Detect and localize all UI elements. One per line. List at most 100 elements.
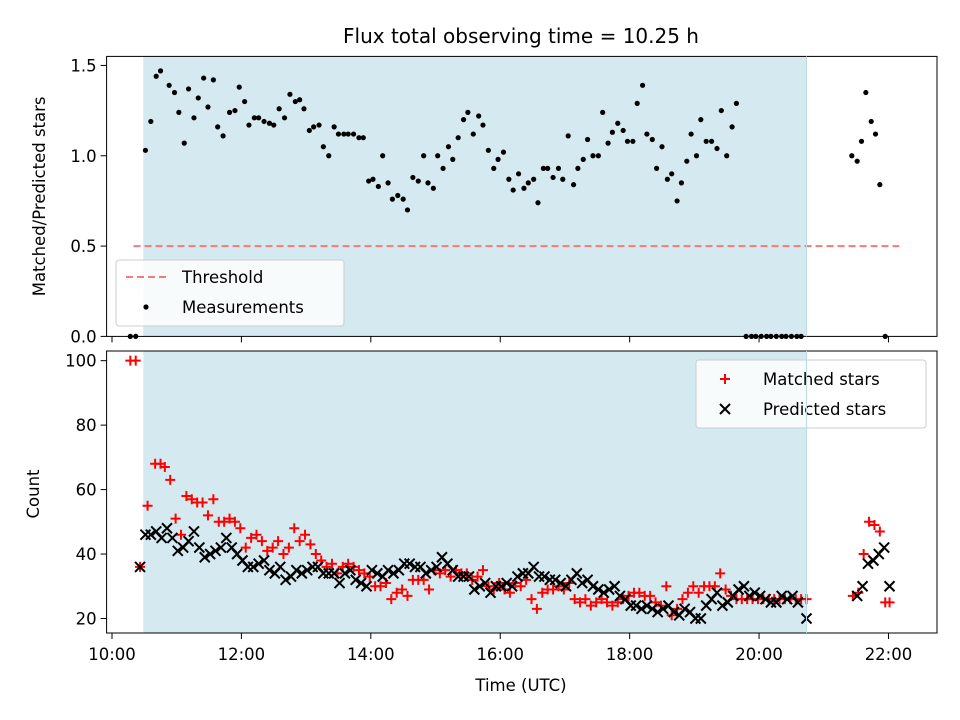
matched-star-point (858, 549, 869, 560)
predicted-star-point (333, 577, 346, 589)
xtick-label: 22:00 (865, 645, 913, 664)
measurement-point (256, 115, 262, 121)
measurement-point (455, 135, 461, 141)
measurement-point (849, 153, 855, 159)
matched-star-point (283, 542, 294, 553)
legend-label-threshold: Threshold (181, 268, 263, 287)
matched-star-point (531, 603, 542, 614)
matched-star-point (391, 587, 402, 598)
measurement-point (669, 171, 675, 177)
measurement-point (292, 98, 298, 105)
matched-star-point (208, 494, 219, 505)
predicted-star-point (657, 603, 669, 615)
matched-star-point (262, 545, 273, 556)
predicted-star-point (711, 587, 723, 599)
predicted-star-point (576, 577, 588, 589)
measurement-point (191, 115, 197, 121)
measurement-point (500, 149, 507, 155)
measurement-point (688, 131, 694, 137)
matched-star-point (273, 536, 284, 547)
measurement-point (176, 109, 182, 115)
measurement-point (659, 144, 665, 150)
bottom-panel: 20 40 60 80 100 10:00 12:00 14:00 16:00 18:00 20:0… (24, 350, 938, 695)
measurement-point (703, 138, 709, 144)
measurement-point (450, 156, 456, 162)
predicted-star-point (759, 593, 772, 605)
predicted-star-point (738, 580, 750, 592)
matched-star-point (537, 587, 548, 598)
measurement-point (863, 89, 869, 96)
predicted-star-point (155, 532, 168, 544)
measurement-point (320, 144, 326, 150)
measurement-point (868, 118, 874, 125)
measurement-point (858, 138, 865, 144)
predicted-star-point (668, 606, 680, 618)
xtick-label: 12:00 (218, 645, 266, 664)
measurement-point (654, 165, 660, 171)
predicted-star-point (749, 587, 761, 599)
predicted-star-point (603, 583, 615, 596)
matched-star-point (256, 536, 267, 547)
predicted-star-point (754, 590, 766, 602)
top-ytick-label: 1.0 (70, 147, 96, 166)
measurement-point (698, 117, 704, 123)
predicted-star-point (468, 583, 481, 596)
measurement-point (276, 106, 282, 112)
measurement-point (854, 158, 860, 164)
matched-star-point (176, 529, 187, 540)
top-ytick-label: 0.5 (70, 237, 96, 256)
measurement-point (366, 178, 372, 184)
top-panel: 0.0 0.5 1.0 1.5 Matched/Predicted stars Thr… (30, 55, 938, 346)
measurement-point (226, 109, 233, 115)
measurement-point (510, 187, 516, 193)
measurement-point (350, 131, 357, 137)
measurement-point (630, 138, 636, 144)
matched-star-point (682, 587, 693, 598)
predicted-star-point (350, 574, 362, 586)
predicted-star-point (263, 564, 276, 576)
matched-star-point (884, 597, 895, 608)
matched-star-point (181, 491, 192, 502)
xtick-label: 18:00 (606, 645, 654, 664)
matched-star-point (305, 539, 316, 550)
predicted-star-point (258, 554, 270, 567)
measurement-point (395, 192, 401, 199)
predicted-star-point (635, 603, 648, 615)
matched-star-point (130, 355, 141, 366)
matched-star-point (229, 516, 240, 527)
matched-star-point (585, 600, 596, 611)
top-ytick-label: 0.0 (70, 327, 96, 346)
measurement-point (693, 153, 700, 159)
matched-star-point (235, 523, 246, 534)
predicted-star-point (199, 551, 211, 563)
bottom-panel-frame (106, 350, 938, 634)
matched-star-point (197, 497, 208, 508)
matched-star-point (575, 597, 586, 608)
measurement-point (360, 135, 366, 141)
measurement-point (148, 118, 154, 125)
measurement-point (521, 185, 527, 191)
matched-star-point (165, 474, 176, 485)
bottom-ytick-label: 100 (65, 352, 97, 371)
measurement-point (644, 131, 650, 137)
predicted-star-point (355, 577, 367, 589)
matched-star-point (251, 529, 262, 540)
predicted-star-point (425, 564, 437, 576)
matched-star-point (526, 594, 537, 605)
measurement-point (195, 95, 201, 101)
matched-star-point (402, 590, 413, 601)
measurement-point (410, 174, 416, 181)
top-panel-marks (127, 68, 900, 339)
measurement-point (171, 89, 178, 96)
measurement-point (595, 153, 601, 159)
predicted-star-point (549, 574, 561, 586)
predicted-star-point (188, 525, 200, 538)
measurement-point (370, 176, 376, 182)
measurement-point (380, 153, 386, 159)
measurement-point (495, 156, 501, 162)
predicted-star-point (630, 599, 642, 612)
matched-star-point (515, 581, 526, 592)
measurement-point (142, 147, 149, 153)
predicted-star-point (360, 580, 373, 592)
